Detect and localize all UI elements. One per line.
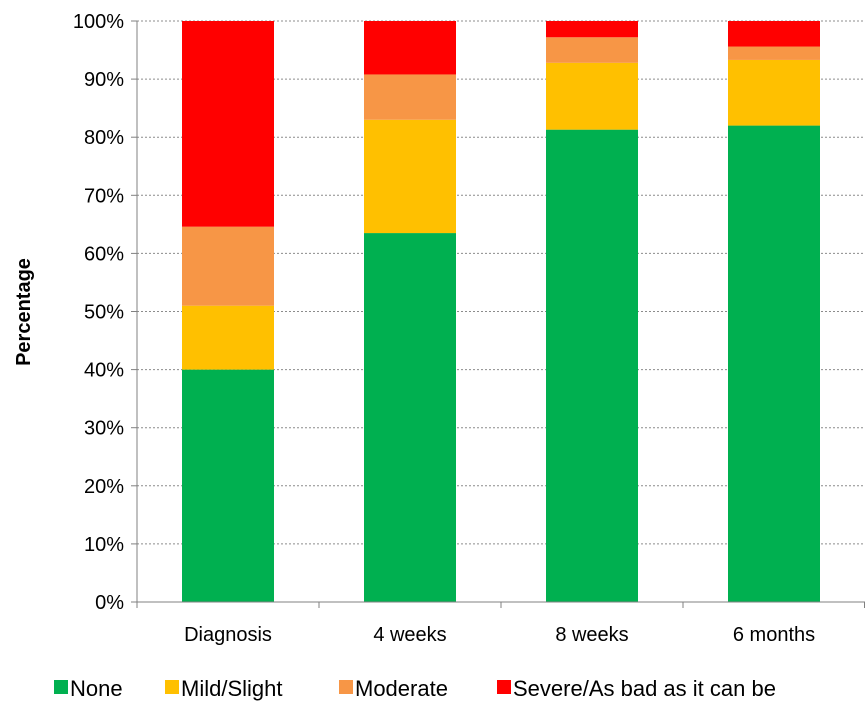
legend: None Mild/Slight Moderate Severe/As bad as …	[54, 676, 776, 701]
bar-segment-mild-slight	[364, 119, 456, 234]
bar-segment-mild-slight	[182, 305, 274, 370]
legend-swatch	[54, 680, 68, 694]
x-category-label: Diagnosis	[184, 624, 272, 646]
legend-swatch	[497, 680, 511, 694]
bar-segment-severe-as-bad-as-it-can-be	[546, 21, 638, 38]
x-category-labels: Diagnosis 4 weeks 8 weeks 6 months	[184, 624, 815, 646]
bar-segment-severe-as-bad-as-it-can-be	[364, 21, 456, 75]
y-tick-label: 70%	[84, 185, 124, 207]
bar-segment-none	[182, 369, 274, 602]
legend-swatch	[339, 680, 353, 694]
bar-segment-moderate	[728, 46, 820, 60]
y-tick-label: 0%	[95, 592, 124, 614]
y-axis-title: Percentage	[13, 258, 35, 366]
bar-segment-severe-as-bad-as-it-can-be	[728, 21, 820, 47]
x-category-label: 8 weeks	[555, 624, 628, 646]
legend-swatch	[165, 680, 179, 694]
y-tick-label: 10%	[84, 534, 124, 556]
legend-label: Moderate	[355, 676, 448, 701]
bar-segment-severe-as-bad-as-it-can-be	[182, 21, 274, 227]
bar-segment-none	[546, 129, 638, 602]
bar-segment-mild-slight	[546, 62, 638, 130]
legend-label: Severe/As bad as it can be	[513, 676, 776, 701]
y-tick-label: 30%	[84, 418, 124, 440]
bar-segment-none	[728, 125, 820, 602]
bar-segment-moderate	[546, 37, 638, 63]
legend-label: Mild/Slight	[181, 676, 282, 701]
x-category-label: 6 months	[733, 624, 815, 646]
y-tick-label: 100%	[73, 11, 124, 33]
y-tick-label: 80%	[84, 127, 124, 149]
y-tick-label: 90%	[84, 69, 124, 91]
axes	[131, 20, 865, 608]
y-tick-label: 60%	[84, 243, 124, 265]
bar-segment-moderate	[182, 226, 274, 306]
bar-segment-none	[364, 233, 456, 602]
bar-segment-mild-slight	[728, 59, 820, 126]
bars	[182, 21, 820, 602]
y-tick-label: 40%	[84, 360, 124, 382]
y-tick-label: 20%	[84, 476, 124, 498]
y-tick-labels: 0% 10% 20% 30% 40% 50% 60% 70% 80% 90% 100%	[73, 11, 124, 614]
legend-label: None	[70, 676, 123, 701]
y-tick-label: 50%	[84, 302, 124, 324]
x-category-label: 4 weeks	[373, 624, 446, 646]
bar-segment-moderate	[364, 74, 456, 120]
